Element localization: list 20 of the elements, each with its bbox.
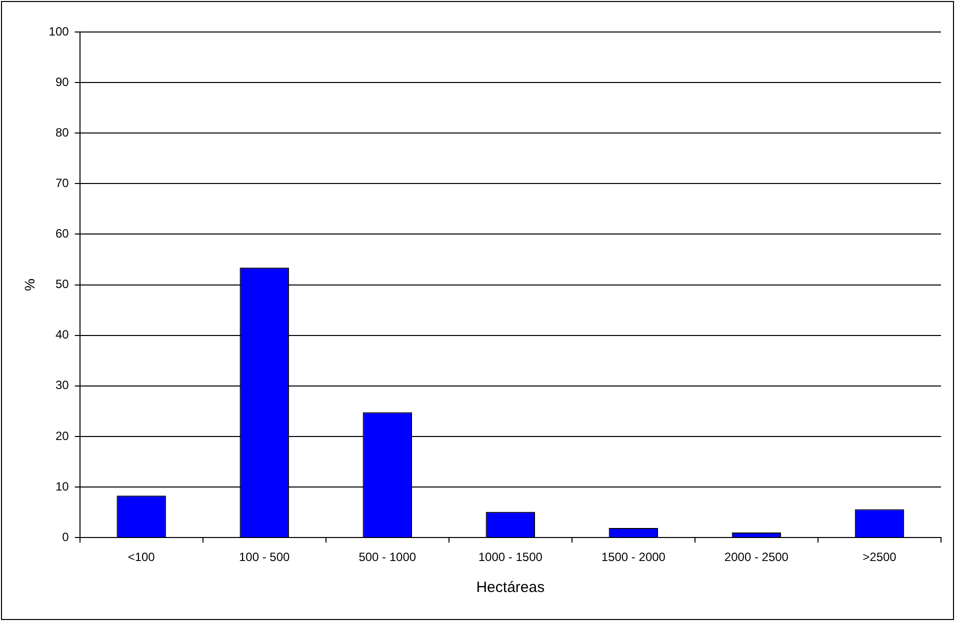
- y-tick-label: 60: [55, 226, 70, 241]
- x-tick-label: >2500: [862, 550, 897, 564]
- x-tick-label: 2000 - 2500: [724, 550, 789, 564]
- x-tick-label: 500 - 1000: [358, 550, 416, 564]
- y-tick-label: 80: [55, 125, 70, 140]
- y-tick-label: 90: [55, 74, 70, 89]
- y-tick-label: 20: [55, 428, 70, 443]
- y-tick-label: 70: [55, 176, 70, 190]
- x-tick-label: <100: [128, 550, 156, 564]
- y-axis-title: %: [21, 278, 38, 292]
- y-tick-label: 40: [55, 328, 70, 342]
- y-tick-label: 30: [55, 378, 70, 392]
- x-tick-label: 1500 - 2000: [601, 550, 666, 564]
- x-tick-label: 100 - 500: [239, 550, 290, 564]
- y-tick-label: 100: [48, 24, 70, 38]
- y-tick-label: 10: [55, 479, 70, 494]
- y-tick-label: 0: [62, 530, 70, 544]
- x-tick-label: 1000 - 1500: [478, 550, 543, 564]
- x-axis-title: Hectáreas: [476, 579, 545, 596]
- y-tick-label: 50: [55, 277, 70, 292]
